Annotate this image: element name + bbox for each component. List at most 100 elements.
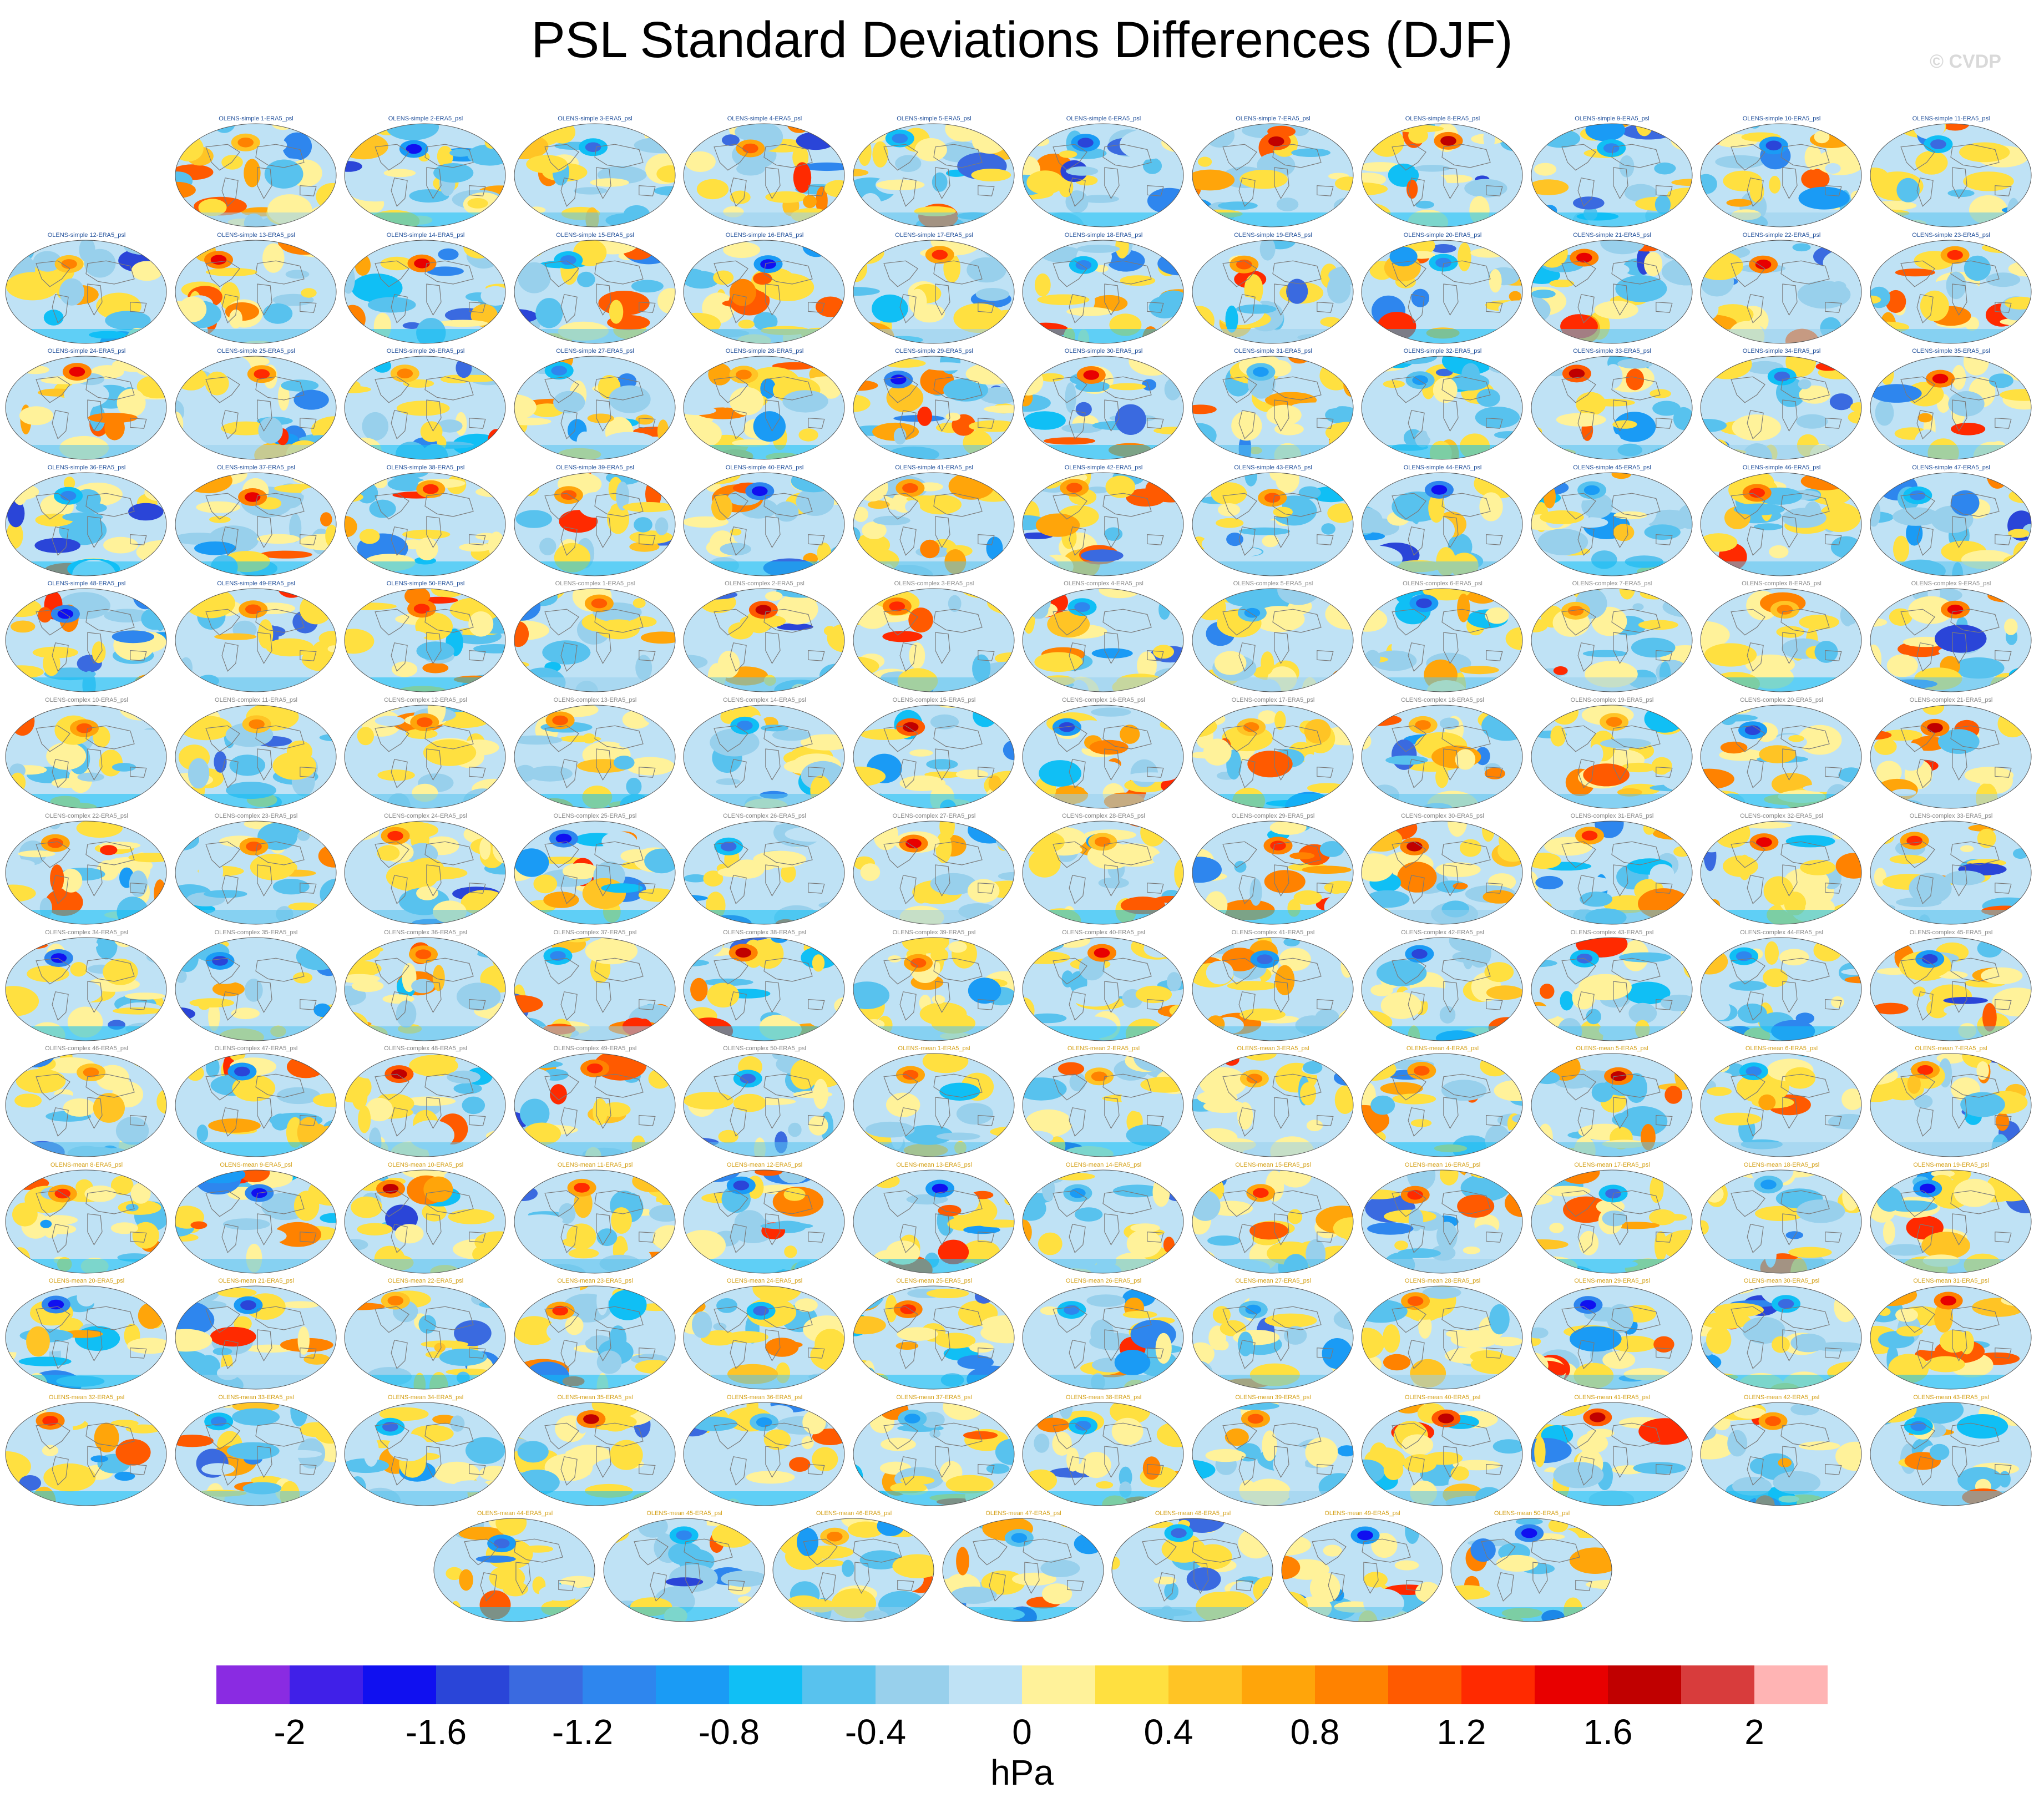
anomaly-blob xyxy=(1733,503,1785,515)
anomaly-blob xyxy=(319,1213,336,1223)
map-panel: OLENS-complex 31-ERA5_psl xyxy=(1530,813,1694,925)
map-panel: OLENS-complex 44-ERA5_psl xyxy=(1699,929,1864,1042)
panel-label: OLENS-complex 35-ERA5_psl xyxy=(214,929,298,936)
anomaly-blob xyxy=(1885,290,1906,313)
continent-outline xyxy=(594,958,644,982)
chart-title: PSL Standard Deviations Differences (DJF… xyxy=(531,12,1513,68)
continent-outline xyxy=(1577,178,1595,207)
panel-label: OLENS-mean 8-ERA5_psl xyxy=(50,1161,123,1168)
anomaly-blob xyxy=(1643,251,1662,276)
anomaly-blob xyxy=(967,879,999,903)
map-panel: OLENS-mean 8-ERA5_psl xyxy=(4,1162,169,1274)
continent-outline xyxy=(560,642,578,672)
panel-label: OLENS-complex 41-ERA5_psl xyxy=(1231,929,1315,936)
anomaly-core xyxy=(1774,371,1790,382)
global-map xyxy=(683,123,845,227)
anomaly-blob xyxy=(1538,794,1561,805)
anomaly-blob xyxy=(1115,404,1146,435)
map-border xyxy=(683,705,845,808)
map-panel: OLENS-complex 9-ERA5_psl xyxy=(1869,580,2033,693)
continent-outline xyxy=(763,1190,813,1214)
anomaly-blob xyxy=(867,919,884,924)
continent-outline xyxy=(1272,376,1322,401)
anomaly-blob xyxy=(1888,331,1901,340)
continent-outline xyxy=(1782,864,1798,897)
anomaly-blob xyxy=(448,1208,495,1224)
anomaly-blob xyxy=(1369,128,1404,157)
anomaly-blob xyxy=(438,248,459,260)
global-map xyxy=(1700,937,1862,1041)
map-panel: OLENS-complex 12-ERA5_psl xyxy=(343,697,508,809)
global-map xyxy=(1022,240,1184,343)
continent-outline xyxy=(595,864,611,897)
anomaly-blob xyxy=(1779,948,1809,965)
southern-band xyxy=(175,212,336,227)
anomaly-blob xyxy=(351,1196,383,1218)
continent-outline xyxy=(714,260,748,287)
continent-outline xyxy=(424,958,474,982)
continent-outline xyxy=(1951,399,1967,432)
global-map xyxy=(1870,821,2031,925)
continent-outline xyxy=(426,980,442,1013)
continent-outline xyxy=(763,609,813,633)
anomaly-blob xyxy=(1838,330,1861,343)
map-border xyxy=(683,937,845,1041)
map-panel: OLENS-simple 39-ERA5_psl xyxy=(513,464,677,577)
continent-outline xyxy=(52,1340,69,1369)
continent-outline xyxy=(808,1347,825,1359)
continent-outline xyxy=(594,144,644,168)
continent-outline xyxy=(1731,958,1765,984)
southern-band xyxy=(684,561,844,576)
anomaly-blob xyxy=(1995,1112,2009,1131)
anomaly-blob xyxy=(955,769,988,779)
anomaly-blob xyxy=(596,1286,608,1315)
anomaly-blob xyxy=(1031,1384,1050,1389)
continent-outline xyxy=(1577,1223,1595,1253)
southern-band xyxy=(6,561,166,576)
anomaly-blob xyxy=(1704,643,1757,667)
map-border xyxy=(175,937,336,1041)
southern-band xyxy=(6,1375,166,1389)
map-border xyxy=(175,1053,336,1157)
anomaly-blob xyxy=(913,303,945,322)
continent-outline xyxy=(1272,1306,1322,1330)
global-map xyxy=(514,588,675,692)
anomaly-blob xyxy=(886,1092,920,1117)
global-map xyxy=(1192,937,1353,1041)
global-map xyxy=(5,937,167,1041)
anomaly-blob xyxy=(1664,589,1692,599)
continent-outline xyxy=(1486,185,1503,196)
continent-outline xyxy=(1612,748,1628,781)
global-map xyxy=(683,472,845,576)
anomaly-blob xyxy=(587,413,614,423)
panel-label: OLENS-complex 46-ERA5_psl xyxy=(45,1045,128,1052)
anomaly-blob xyxy=(1655,195,1671,214)
continent-outline xyxy=(1273,167,1289,200)
continent-outline xyxy=(1486,650,1503,661)
anomaly-blob xyxy=(1414,165,1450,172)
continent-outline xyxy=(1655,1115,1673,1126)
southern-band xyxy=(175,561,336,576)
anomaly-blob xyxy=(1842,1182,1860,1211)
anomaly-blob xyxy=(657,419,669,443)
continent-outline xyxy=(256,399,272,432)
panel-label: OLENS-simple 41-ERA5_psl xyxy=(895,464,973,471)
southern-band xyxy=(1362,793,1522,808)
continent-outline xyxy=(883,841,918,868)
continent-outline xyxy=(424,609,474,633)
panel-label: OLENS-simple 23-ERA5_psl xyxy=(1912,231,1990,239)
map-border xyxy=(175,240,336,343)
anomaly-blob xyxy=(760,378,776,399)
anomaly-blob xyxy=(613,755,635,769)
continent-outline xyxy=(1053,1073,1087,1101)
map-panel: OLENS-complex 5-ERA5_psl xyxy=(1191,580,1355,693)
anomaly-blob xyxy=(432,964,445,991)
anomaly-blob xyxy=(525,155,568,174)
map-panel: OLENS-complex 2-ERA5_psl xyxy=(682,580,847,693)
map-panel: OLENS-mean 19-ERA5_psl xyxy=(1869,1162,2033,1274)
map-panel: OLENS-complex 48-ERA5_psl xyxy=(343,1045,508,1158)
continent-outline xyxy=(714,1073,748,1101)
anomaly-blob xyxy=(1215,518,1243,528)
map-border xyxy=(1700,705,1862,808)
map-panel: OLENS-mean 22-ERA5_psl xyxy=(343,1278,508,1390)
